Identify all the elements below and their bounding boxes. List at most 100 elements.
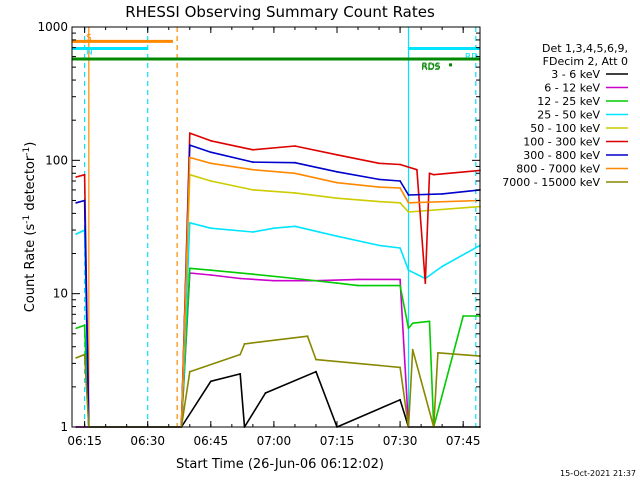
series-point-12-25-kev [83, 324, 86, 327]
series-point-7000-15000-kev [437, 351, 439, 354]
series-point-12-25-kev [294, 277, 296, 280]
series-point-100-300-kev [424, 282, 427, 285]
series-point-100-300-kev [416, 168, 418, 171]
series-point-7000-15000-kev [83, 353, 86, 356]
series-point-25-50-kev [441, 265, 444, 268]
series-point-300-800-kev [336, 170, 338, 173]
series-point-50-100-kev [209, 180, 212, 182]
series-point-50-100-kev [378, 200, 380, 203]
series-point-7000-15000-kev [411, 348, 414, 351]
series-point-6-12-kev [399, 278, 401, 281]
series-point-100-300-kev [428, 172, 431, 175]
y-axis-label-exponent: -1 [22, 215, 32, 224]
axis-layer: 06:15 06:30 06:45 07:00 07:15 07:30 07:45 1 10 10… [37, 20, 480, 448]
chart-title: RHESSI Observing Summary Count Rates [125, 3, 435, 21]
series-point-300-800-kev [407, 194, 410, 196]
series-point-50-100-kev [407, 211, 410, 213]
y-axis-label-close: ) [23, 142, 38, 147]
series-point-50-100-kev [294, 191, 296, 194]
series-point-12-25-kev [357, 284, 359, 287]
x-tick-label: 06:15 [67, 434, 102, 448]
legend-label-6-12-kev: 6 - 12 keV [544, 82, 600, 95]
legend: Det 1,3,4,5,6,9,FDecim 2, Att 03 - 6 keV… [502, 42, 628, 189]
series-point-12-25-kev [75, 327, 78, 330]
series-point-800-7000-kev [294, 172, 296, 175]
flag-point-rds [449, 63, 453, 67]
legend-header: Det 1,3,4,5,6,9, [542, 42, 628, 55]
legend-header: FDecim 2, Att 0 [543, 55, 628, 68]
series-point-800-7000-kev [188, 156, 191, 159]
series-point-300-800-kev [83, 199, 86, 202]
series-point-800-7000-kev [407, 201, 410, 204]
series-point-25-50-kev [294, 225, 296, 228]
series-point-300-800-kev [294, 161, 296, 164]
series-point-12-25-kev [407, 327, 410, 330]
x-tick-label: 07:45 [446, 434, 481, 448]
series-point-25-50-kev [209, 227, 212, 230]
series-point-100-300-kev [209, 139, 212, 142]
x-tick-label: 06:45 [194, 434, 229, 448]
series-point-100-300-kev [336, 153, 338, 156]
series-point-100-300-kev [83, 173, 86, 176]
x-axis-label: Start Time (26-Jun-06 06:12:02) [176, 457, 384, 472]
y-axis-label-unit: detector [23, 155, 38, 215]
legend-label-300-800-kev: 300 - 800 keV [523, 149, 600, 162]
legend-label-7000-15000-kev: 7000 - 15000 keV [502, 176, 600, 189]
series-line-800-7000-kev [180, 156, 481, 428]
series-point-50-100-kev [336, 197, 338, 200]
series-point-7000-15000-kev [239, 353, 242, 356]
series-point-12-25-kev [411, 322, 414, 325]
legend-label-3-6-kev: 3 - 6 keV [551, 68, 600, 81]
series-point-12-25-kev [188, 267, 191, 270]
y-tick-label: 10 [53, 287, 68, 301]
series-point-300-800-kev [75, 201, 78, 204]
series-point-100-300-kev [251, 148, 254, 151]
x-tick-label: 07:30 [383, 434, 418, 448]
series-point-300-800-kev [441, 193, 444, 195]
flag-label-rd-3: RD [465, 52, 478, 62]
series-point-25-50-kev [251, 231, 254, 233]
series-point-25-50-kev [272, 227, 275, 230]
y-axis-label-unit-exponent: -1 [22, 147, 32, 156]
legend-label-25-50-kev: 25 - 50 keV [537, 109, 600, 122]
x-tick-label: 07:00 [257, 434, 292, 448]
series-point-3-6-kev [399, 398, 401, 401]
series-point-100-300-kev [399, 163, 401, 166]
series-point-12-25-kev [251, 273, 254, 276]
legend-label-800-7000-kev: 800 - 7000 keV [516, 163, 600, 176]
legend-label-100-300-kev: 100 - 300 keV [523, 136, 600, 149]
series-point-12-25-kev [462, 315, 465, 317]
series-point-6-12-kev [272, 279, 275, 282]
series-point-300-800-kev [399, 180, 401, 182]
series-point-3-6-kev [239, 373, 242, 375]
flag-label-s-1: S [86, 33, 92, 43]
flag-label-n-2: N [86, 47, 93, 57]
series-point-6-12-kev [239, 277, 242, 280]
series-point-25-50-kev [399, 247, 401, 249]
series-point-25-50-kev [336, 235, 338, 238]
series-point-800-7000-kev [399, 187, 401, 189]
y-tick-label: 1000 [37, 20, 68, 34]
x-tick-label: 07:15 [320, 434, 355, 448]
series-point-100-300-kev [75, 176, 78, 178]
date-stamp: 15-Oct-2021 21:37 [560, 469, 636, 478]
series-point-25-50-kev [407, 269, 410, 272]
series-point-7000-15000-kev [243, 343, 246, 345]
series-point-7000-15000-kev [399, 366, 401, 369]
series-line-50-100-kev [180, 173, 481, 428]
series-point-50-100-kev [251, 189, 254, 191]
series-point-100-300-kev [188, 132, 191, 135]
series-point-100-300-kev [432, 173, 435, 176]
series-point-25-50-kev [378, 244, 380, 247]
y-axis-label-main: Count Rate (s [23, 224, 38, 313]
legend-label-12-25-kev: 12 - 25 keV [537, 95, 600, 108]
series-point-25-50-kev [188, 221, 191, 224]
flag-point-label: RDS [422, 62, 441, 72]
series-point-12-25-kev [399, 284, 401, 287]
series-point-6-12-kev [209, 274, 212, 276]
series-point-300-800-kev [251, 161, 254, 163]
